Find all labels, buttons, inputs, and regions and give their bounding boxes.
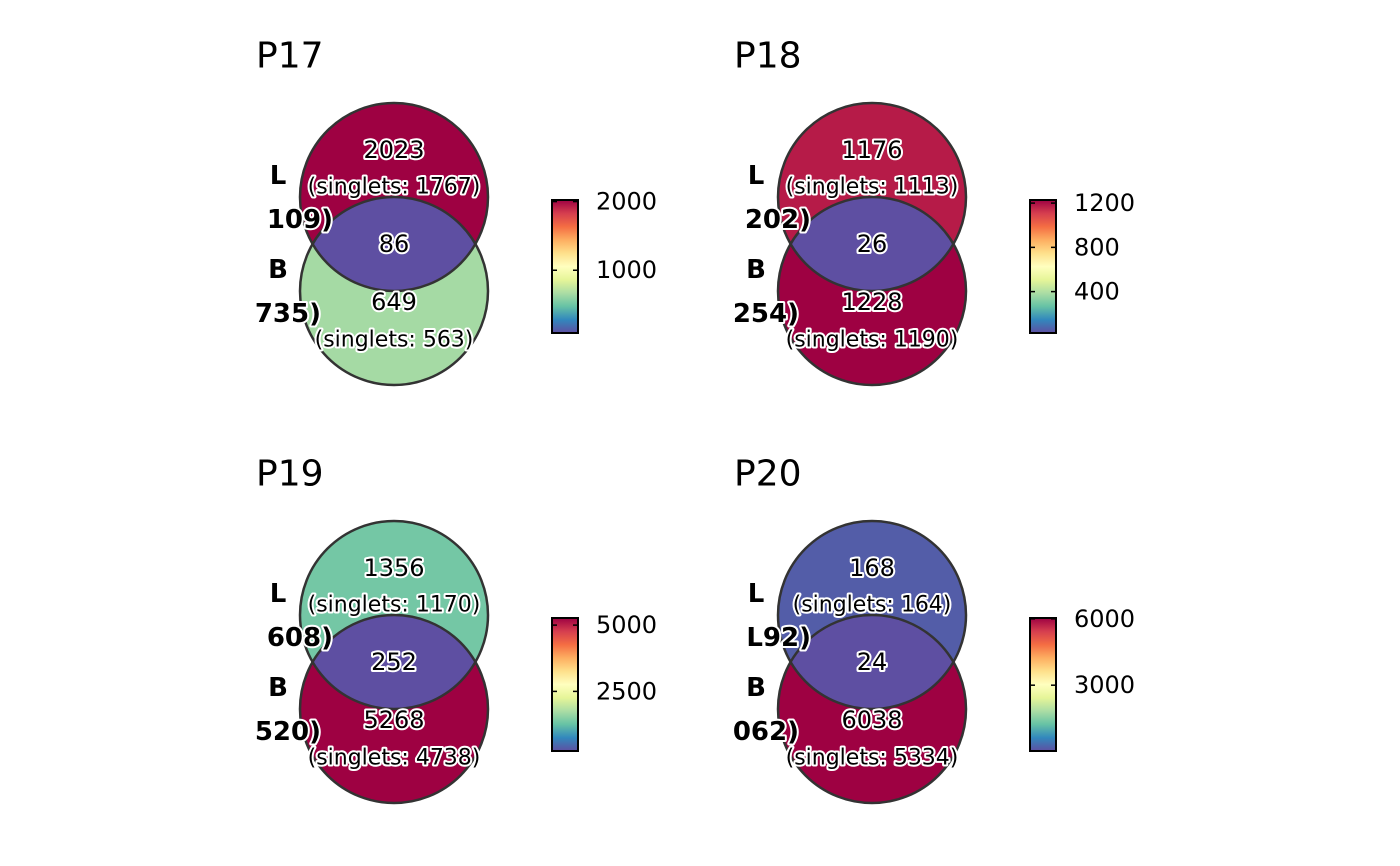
colorbar-tick-label: 400 — [1074, 278, 1120, 306]
set-l-label: L — [270, 161, 287, 191]
set-b-count: 649 — [371, 288, 417, 316]
set-b-total: 735) — [255, 299, 321, 329]
set-b-total: 520) — [255, 717, 321, 747]
set-b-singlets: (singlets: 1190) — [786, 328, 959, 353]
set-l-total: 608) — [267, 623, 333, 653]
intersection-count: 24 — [857, 648, 888, 676]
venn-panel-p20: P20 168 (singlets: 164) 24 6038 (singlets: 53… — [733, 454, 1135, 804]
set-l-label: L — [748, 579, 765, 609]
panel-title: P19 — [256, 454, 324, 495]
intersection-count: 86 — [379, 230, 410, 258]
set-b-total: 254) — [733, 299, 799, 329]
set-l-count: 1176 — [841, 136, 902, 164]
colorbar-tick-label: 1200 — [1074, 189, 1135, 217]
set-b-label: B — [268, 673, 288, 703]
intersection-count: 252 — [371, 648, 417, 676]
colorbar-tick-label: 6000 — [1074, 605, 1135, 633]
set-l-singlets: (singlets: 164) — [793, 593, 952, 618]
set-b-label: B — [746, 673, 766, 703]
panel-title: P18 — [734, 36, 802, 77]
set-b-singlets: (singlets: 563) — [315, 328, 474, 353]
set-b-singlets: (singlets: 4738) — [308, 746, 481, 771]
set-l-total: 109) — [267, 205, 333, 235]
set-l-singlets: (singlets: 1170) — [308, 593, 481, 618]
colorbar-tick-label: 800 — [1074, 233, 1120, 261]
set-l-singlets: (singlets: 1113) — [786, 175, 959, 200]
panel-title: P17 — [256, 36, 324, 77]
set-l-total: 202) — [745, 205, 811, 235]
set-b-label: B — [746, 255, 766, 285]
colorbar — [552, 618, 578, 751]
panel-title: P20 — [734, 454, 802, 495]
set-b-total: 062) — [733, 717, 799, 747]
set-l-count: 1356 — [363, 554, 424, 582]
intersection-count: 26 — [857, 230, 888, 258]
set-l-total: L92) — [746, 623, 811, 653]
colorbar-tick-label: 2500 — [596, 677, 657, 705]
set-l-count: 168 — [849, 554, 895, 582]
colorbar-tick-label: 5000 — [596, 611, 657, 639]
set-b-count: 6038 — [841, 706, 902, 734]
set-l-count: 2023 — [363, 136, 424, 164]
set-b-count: 5268 — [363, 706, 424, 734]
set-b-count: 1228 — [841, 288, 902, 316]
set-l-label: L — [270, 579, 287, 609]
set-l-label: L — [748, 161, 765, 191]
set-b-label: B — [268, 255, 288, 285]
colorbar-tick-label: 3000 — [1074, 671, 1135, 699]
venn-panel-p17: P17 2023 (singlets: 1767) 86 649 (singlets: 5… — [255, 36, 657, 386]
venn-panel-p18: P18 1176 (singlets: 1113) 26 1228 (singlets: … — [733, 36, 1135, 386]
colorbar-tick-label: 2000 — [596, 188, 657, 216]
set-b-singlets: (singlets: 5334) — [786, 746, 959, 771]
colorbar-tick-label: 1000 — [596, 256, 657, 284]
set-l-singlets: (singlets: 1767) — [308, 175, 481, 200]
colorbar — [1030, 200, 1056, 333]
colorbar — [552, 200, 578, 333]
venn-panel-p19: P19 1356 (singlets: 1170) 252 5268 (singlets:… — [255, 454, 657, 804]
